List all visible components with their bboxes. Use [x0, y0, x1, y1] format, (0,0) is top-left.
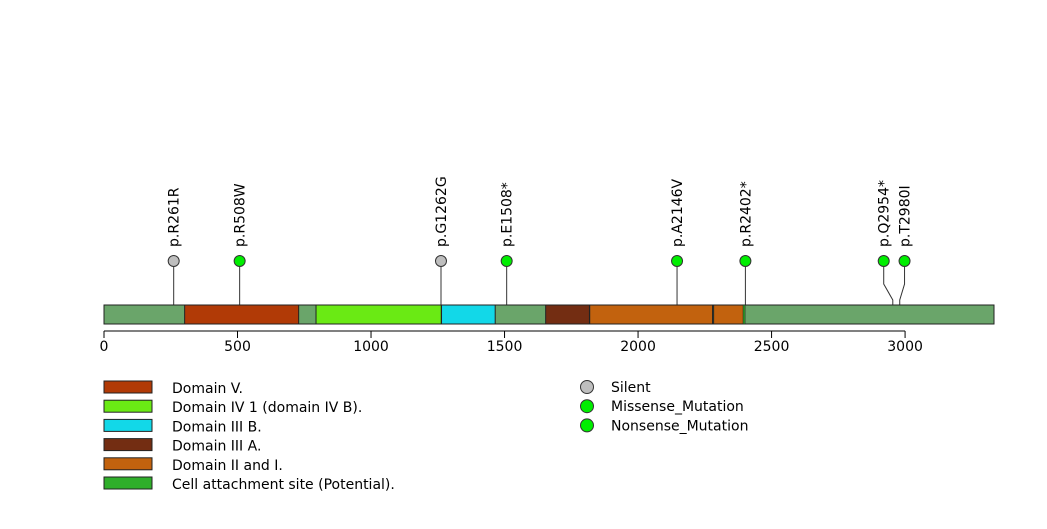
legend-swatch: [103, 476, 153, 490]
mutation-label: p.T2980I: [898, 185, 914, 247]
legend-domain-label: Domain V.: [172, 381, 243, 397]
mutation-label: p.E1508*: [500, 182, 516, 247]
axis-tick-label: 0: [100, 339, 109, 355]
legend-swatch: [103, 457, 153, 471]
domain-block-6: [713, 304, 745, 325]
position-axis: 0 500 1000 1500 2000 2500 3000: [100, 330, 923, 355]
mutation-label: p.G1262G: [434, 176, 450, 247]
legend-swatch: [103, 418, 153, 432]
legend-swatch: [103, 438, 153, 452]
mutation-label: p.R2402*: [738, 181, 754, 247]
mutation-head[interactable]: [500, 255, 513, 267]
mutation-type-legend: Silent Missense_Mutation Nonsense_Mutation: [580, 380, 748, 434]
mutation-head[interactable]: [434, 255, 447, 267]
axis-tick-label: 1500: [487, 339, 523, 355]
legend-swatch: [103, 399, 153, 413]
axis-tick-label: 2500: [754, 339, 790, 355]
mutation-lollipops: p.R261R p.R508W p.G1262G p.E1508* p.A2146V p.…: [167, 176, 914, 305]
mutation-label: p.R508W: [233, 183, 249, 247]
axis-tick-label: 2000: [620, 339, 656, 355]
axis-tick-label: 3000: [887, 339, 923, 355]
mutation-label: p.R261R: [167, 187, 183, 247]
legend-domain-label: Domain III B.: [172, 419, 262, 435]
domain-block-5: [589, 304, 714, 325]
mutation-head[interactable]: [898, 255, 911, 267]
legend-domain-label: Cell attachment site (Potential).: [172, 477, 395, 493]
legend-mutation-label: Silent: [611, 380, 651, 396]
legend-swatch: [103, 380, 153, 394]
legend-marker: [580, 399, 594, 414]
mutation-head[interactable]: [671, 255, 684, 267]
domain-legend: Domain V. Domain IV 1 (domain IV B). Domai…: [103, 380, 395, 493]
legend-mutation-label: Missense_Mutation: [611, 399, 744, 415]
axis-tick-label: 500: [224, 339, 251, 355]
mutation-stem: [899, 261, 906, 305]
mutation-label: p.A2146V: [670, 178, 686, 247]
domain-block-4: [545, 304, 590, 325]
mutation-label: p.Q2954*: [877, 180, 893, 247]
mutation-head[interactable]: [233, 255, 246, 267]
domain-block-1: [184, 304, 300, 325]
mutation-head[interactable]: [167, 255, 180, 267]
legend-mutation-label: Nonsense_Mutation: [611, 418, 748, 434]
legend-domain-label: Domain II and I.: [172, 458, 283, 474]
legend-domain-label: Domain III A.: [172, 439, 261, 455]
domain-block-2: [315, 304, 442, 325]
domain-block-3: [441, 304, 496, 325]
mutation-head[interactable]: [877, 255, 890, 267]
protein-backbone-group: [103, 304, 995, 325]
mutation-stem: [883, 261, 894, 305]
legend-marker: [580, 418, 594, 433]
site-marker-1: [742, 304, 746, 325]
legend-marker: [580, 380, 594, 394]
mutation-head[interactable]: [739, 255, 752, 267]
legend-domain-label: Domain IV 1 (domain IV B).: [172, 400, 362, 416]
axis-tick-label: 1000: [353, 339, 389, 355]
